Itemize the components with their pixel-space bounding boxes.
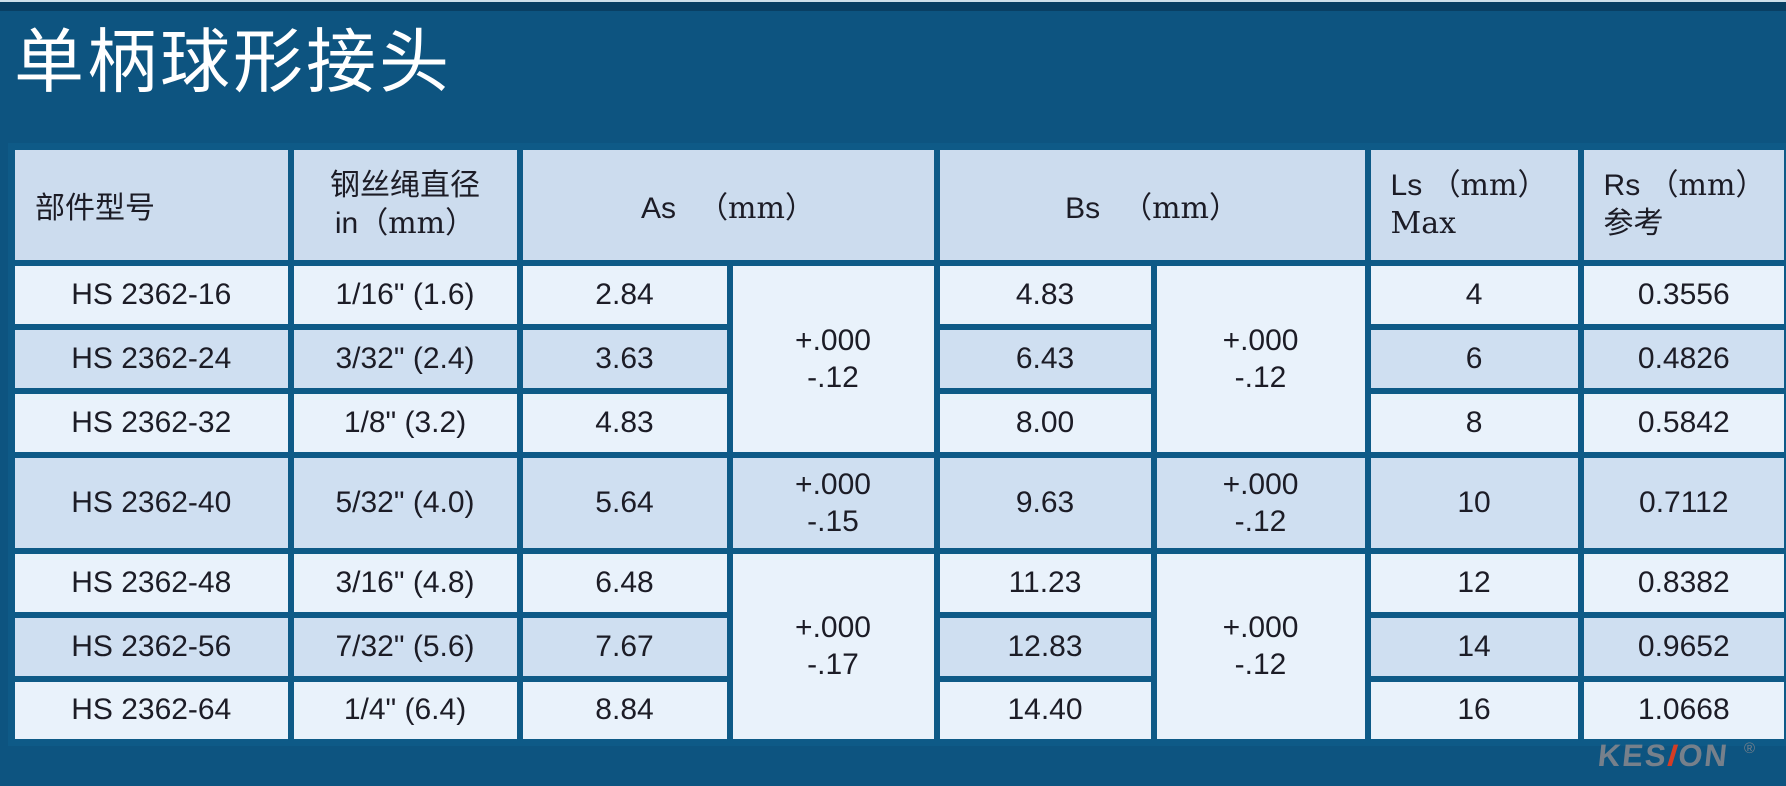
dia-cell: 3/16" (4.8) [287, 547, 523, 618]
header-as: As （mm） [516, 143, 940, 266]
bs-cell: 12.83 [933, 611, 1157, 682]
header-wire-diameter-line2: in（mm） [334, 205, 476, 241]
dia-cell: 1/16" (1.6) [287, 259, 523, 330]
as-tolerance-cell: +.000 -.12 [726, 259, 940, 458]
as-cell: 6.48 [516, 547, 733, 618]
header-wire-diameter-line1: 钢丝绳直径 [330, 167, 480, 203]
bs-cell: 9.63 [933, 451, 1157, 554]
top-strip [0, 2, 1786, 11]
header-bs-unit: （mm） [1122, 190, 1239, 226]
header-rs-line2: 参考 [1603, 205, 1664, 241]
header-as-label: As [641, 191, 677, 225]
header-bs-label: Bs [1065, 191, 1101, 225]
bs-cell: 14.40 [933, 675, 1157, 746]
header-bs: Bs （mm） [933, 143, 1371, 266]
rs-cell: 0.4826 [1577, 323, 1786, 394]
as-cell: 7.67 [516, 611, 733, 682]
registered-trademark-icon: ® [1744, 740, 1756, 757]
top-edge-line [0, 0, 1786, 2]
header-rs-line1: Rs （mm） [1603, 167, 1766, 203]
bs-tolerance-cell: +.000 -.12 [1150, 547, 1371, 746]
rs-cell: 0.3556 [1577, 259, 1786, 330]
rs-cell: 0.7112 [1577, 451, 1786, 554]
rs-cell: 1.0668 [1577, 675, 1786, 746]
model-cell: HS 2362-64 [8, 675, 294, 746]
dia-cell: 7/32" (5.6) [287, 611, 523, 682]
rs-cell: 0.9652 [1577, 611, 1786, 682]
bs-tolerance-cell: +.000 -.12 [1150, 259, 1371, 458]
table-row: HS 2362-16 1/16" (1.6) 2.84 +.000 -.12 4… [8, 259, 1786, 458]
as-cell: 4.83 [516, 387, 733, 458]
ls-cell: 4 [1364, 259, 1584, 330]
ls-cell: 14 [1364, 611, 1584, 682]
ls-cell: 16 [1364, 675, 1584, 746]
header-wire-diameter: 钢丝绳直径 in（mm） [287, 143, 523, 266]
header-ls: Ls （mm） Max [1364, 143, 1584, 266]
table-row: HS 2362-48 3/16" (4.8) 6.48 +.000 -.17 1… [8, 547, 1786, 746]
model-cell: HS 2362-48 [8, 547, 294, 618]
kesion-logo: KESION [1596, 738, 1731, 773]
table-row: HS 2362-40 5/32" (4.0) 5.64 +.000 -.15 9… [8, 451, 1786, 554]
model-cell: HS 2362-24 [8, 323, 294, 394]
spec-table: 部件型号 钢丝绳直径 in（mm） As （mm） Bs （mm） Ls （mm） … [8, 143, 1786, 746]
as-cell: 5.64 [516, 451, 733, 554]
ls-cell: 10 [1364, 451, 1584, 554]
dia-cell: 3/32" (2.4) [287, 323, 523, 394]
header-ls-line1: Ls （mm） [1390, 167, 1548, 203]
model-cell: HS 2362-16 [8, 259, 294, 330]
header-ls-line2: Max [1390, 205, 1457, 241]
model-cell: HS 2362-32 [8, 387, 294, 458]
as-tolerance-cell: +.000 -.15 [726, 451, 940, 554]
as-tolerance-cell: +.000 -.17 [726, 547, 940, 746]
bs-cell: 4.83 [933, 259, 1157, 330]
header-as-unit: （mm） [698, 190, 815, 226]
bs-tolerance-cell: +.000 -.12 [1150, 451, 1371, 554]
header-rs: Rs （mm） 参考 [1577, 143, 1786, 266]
bs-cell: 8.00 [933, 387, 1157, 458]
ls-cell: 6 [1364, 323, 1584, 394]
model-cell: HS 2362-40 [8, 451, 294, 554]
dia-cell: 5/32" (4.0) [287, 451, 523, 554]
as-cell: 3.63 [516, 323, 733, 394]
table-row: HS 2362-56 7/32" (5.6) 7.67 12.83 14 0.9… [8, 611, 1786, 682]
bs-cell: 11.23 [933, 547, 1157, 618]
rs-cell: 0.8382 [1577, 547, 1786, 618]
page-title: 单柄球形接头 [14, 21, 452, 103]
dia-cell: 1/8" (3.2) [287, 387, 523, 458]
ls-cell: 8 [1364, 387, 1584, 458]
bs-cell: 6.43 [933, 323, 1157, 394]
header-part-model-label: 部件型号 [35, 190, 155, 226]
as-cell: 2.84 [516, 259, 733, 330]
ls-cell: 12 [1364, 547, 1584, 618]
rs-cell: 0.5842 [1577, 387, 1786, 458]
table-row: HS 2362-64 1/4" (6.4) 8.84 14.40 16 1.06… [8, 675, 1786, 746]
header-row: 部件型号 钢丝绳直径 in（mm） As （mm） Bs （mm） Ls （mm） … [8, 143, 1786, 266]
table-row: HS 2362-32 1/8" (3.2) 4.83 8.00 8 0.5842 [8, 387, 1786, 458]
table-row: HS 2362-24 3/32" (2.4) 3.63 6.43 6 0.482… [8, 323, 1786, 394]
dia-cell: 1/4" (6.4) [287, 675, 523, 746]
as-cell: 8.84 [516, 675, 733, 746]
header-part-model: 部件型号 [8, 143, 294, 266]
model-cell: HS 2362-56 [8, 611, 294, 682]
